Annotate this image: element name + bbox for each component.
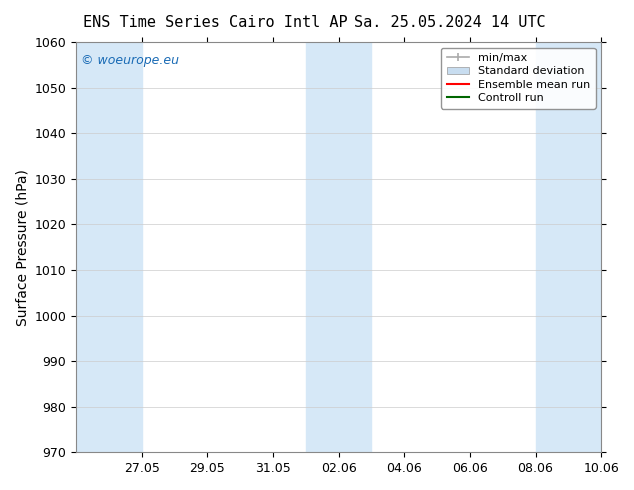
Legend: min/max, Standard deviation, Ensemble mean run, Controll run: min/max, Standard deviation, Ensemble me… [441,48,595,109]
Text: Sa. 25.05.2024 14 UTC: Sa. 25.05.2024 14 UTC [354,15,546,30]
Bar [306,42,372,452]
Bar [76,42,142,452]
Text: ENS Time Series Cairo Intl AP: ENS Time Series Cairo Intl AP [83,15,348,30]
Text: © woeurope.eu: © woeurope.eu [81,54,179,67]
Y-axis label: Surface Pressure (hPa): Surface Pressure (hPa) [15,169,29,325]
Bar [536,42,601,452]
